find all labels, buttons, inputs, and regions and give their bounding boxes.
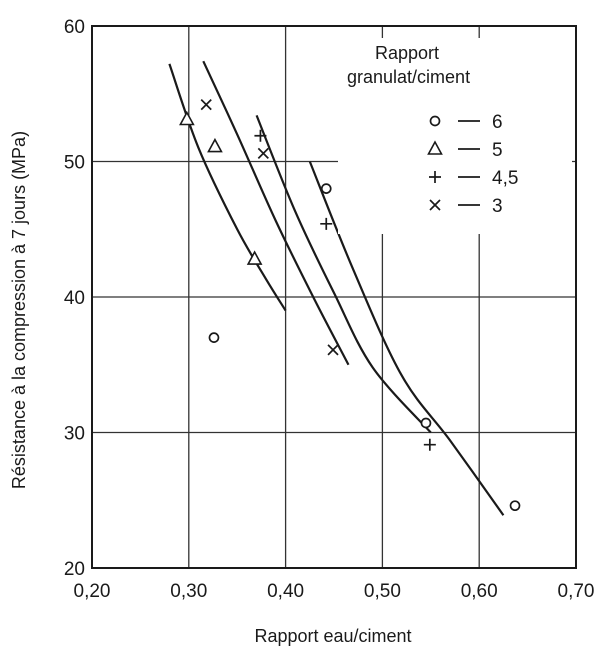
data-point-cross <box>327 344 339 356</box>
data-point-circle <box>208 332 220 343</box>
data-point-circle <box>420 417 432 429</box>
legend-label: 4,5 <box>492 168 518 189</box>
legend-marker-triangle <box>427 140 443 155</box>
x-axis-ticks: 0,20 0,30 0,40 0,50 0,60 0,70 <box>74 581 595 602</box>
trend-curve-triangle <box>168 63 287 312</box>
x-tick-label: 0,40 <box>267 581 304 602</box>
data-point-cross <box>257 147 269 159</box>
data-point-triangle <box>207 137 223 153</box>
data-point-plus <box>254 129 267 142</box>
legend-label: 6 <box>492 112 503 133</box>
y-tick-label: 20 <box>64 559 85 580</box>
data-points <box>179 98 521 512</box>
x-tick-label: 0,50 <box>364 581 401 602</box>
y-axis-ticks: 20 30 40 50 60 <box>64 17 85 580</box>
trend-curves <box>168 60 505 516</box>
data-point-cross <box>200 98 212 111</box>
legend: Rapport granulat/ciment 654,53 <box>338 38 572 234</box>
plot-area <box>91 25 577 569</box>
x-tick-label: 0,60 <box>461 581 498 602</box>
data-point-triangle <box>246 250 263 265</box>
data-point-circle <box>320 183 332 194</box>
trend-curve-cross <box>202 60 350 366</box>
data-point-circle <box>509 500 521 512</box>
x-tick-label: 0,30 <box>170 581 207 602</box>
y-tick-label: 40 <box>64 288 85 309</box>
legend-marker-circle <box>429 115 441 127</box>
legend-marker-plus <box>429 171 441 183</box>
data-point-plus <box>423 438 436 451</box>
x-tick-label: 0,20 <box>74 581 111 602</box>
data-point-plus <box>320 217 333 230</box>
legend-label: 3 <box>492 196 503 217</box>
y-tick-label: 50 <box>64 153 85 174</box>
trend-curve-plus <box>255 114 432 434</box>
x-tick-label: 0,70 <box>558 581 595 602</box>
x-axis-title: Rapport eau/ciment <box>254 626 411 646</box>
y-tick-label: 60 <box>64 17 85 38</box>
legend-entries: 654,53 <box>427 112 518 217</box>
legend-title-line2: granulat/ciment <box>347 67 470 87</box>
trend-curve-circle <box>308 161 505 516</box>
legend-title-line1: Rapport <box>375 43 439 63</box>
legend-marker-cross <box>429 199 441 211</box>
y-axis-title: Résistance à la compression à 7 jours (M… <box>9 131 29 489</box>
legend-label: 5 <box>492 140 503 161</box>
y-tick-label: 30 <box>64 424 85 445</box>
data-point-triangle <box>179 110 195 126</box>
